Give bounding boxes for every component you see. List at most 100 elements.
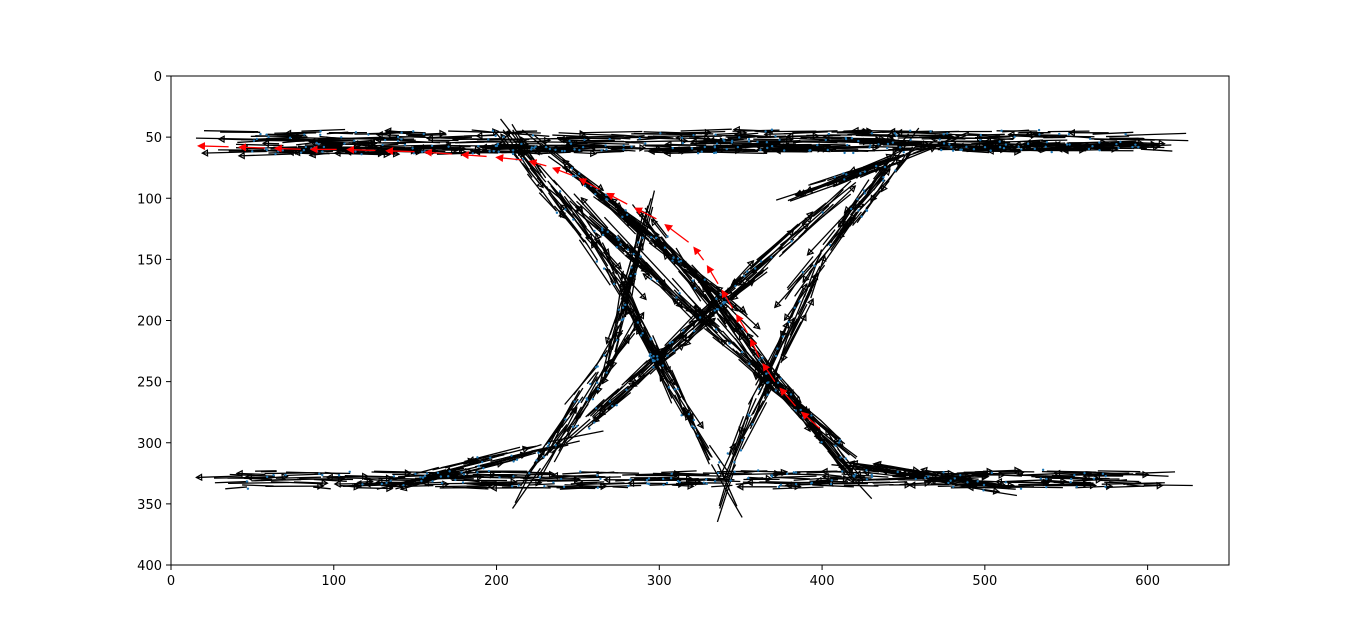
quiver-arrow	[660, 368, 694, 420]
sample-point	[608, 137, 611, 141]
sample-point	[488, 456, 492, 459]
sample-point	[1101, 472, 1105, 476]
quiver-arrow	[500, 482, 542, 484]
quiver-arrowhead	[815, 430, 823, 439]
arrow-band-cross-down	[548, 188, 858, 460]
highlight-arrow	[634, 207, 657, 220]
quiver-arrow	[985, 486, 1016, 490]
quiver-arrow	[702, 472, 753, 475]
sample-point	[487, 469, 491, 473]
quiver-arrow	[1120, 141, 1165, 145]
quiver-arrow	[852, 209, 866, 226]
sample-point	[1104, 474, 1107, 478]
quiver-arrow	[785, 298, 814, 355]
quiver-arrow	[891, 139, 946, 143]
quiver-arrow	[482, 456, 518, 468]
sample-point	[948, 143, 951, 146]
sample-point	[672, 256, 675, 259]
sample-point	[555, 211, 559, 214]
quiver-arrow	[990, 473, 1022, 477]
quiver-arrow	[738, 269, 755, 286]
quiver-arrowhead	[325, 473, 333, 482]
x-tick-label: 500	[972, 574, 997, 589]
quiver-arrow	[775, 330, 784, 348]
sample-point	[430, 144, 434, 148]
sample-point	[830, 479, 833, 482]
quiver-arrowhead	[474, 145, 482, 154]
sample-point	[641, 236, 644, 240]
sample-point	[857, 139, 860, 143]
sample-point	[267, 135, 270, 139]
sample-point	[400, 131, 403, 134]
quiver-arrow	[1070, 476, 1093, 480]
quiver-arrow	[784, 272, 804, 300]
quiver-arrowhead	[732, 324, 740, 333]
sample-point	[471, 152, 475, 155]
sample-point	[412, 152, 416, 155]
sample-point	[813, 264, 816, 268]
quiver-arrow	[1135, 471, 1176, 475]
sample-point	[511, 149, 515, 152]
quiver-arrowhead	[795, 189, 804, 198]
quiver-arrowhead	[807, 297, 814, 306]
quiver-arrow	[809, 480, 848, 483]
quiver-arrow	[315, 139, 354, 142]
sample-point	[718, 461, 721, 464]
sample-point	[959, 474, 962, 477]
quiver-arrow	[896, 135, 919, 139]
quiver-arrow	[660, 242, 674, 254]
quiver-arrow	[432, 459, 478, 471]
sample-point	[1104, 485, 1107, 489]
sample-point	[859, 172, 862, 175]
quiver-arrow	[1097, 470, 1141, 473]
sample-point	[265, 133, 268, 136]
sample-point	[883, 165, 887, 169]
sample-point	[756, 140, 759, 144]
sample-point	[809, 148, 812, 152]
quiver-arrow	[716, 470, 768, 473]
quiver-arrow	[660, 248, 693, 279]
quiver-arrow	[559, 486, 599, 490]
quiver-arrow	[989, 140, 1041, 143]
quiver-arrow	[695, 434, 711, 461]
sample-point	[820, 440, 823, 444]
quiver-arrow	[828, 474, 842, 478]
sample-point	[517, 484, 520, 487]
quiver-arrowhead	[589, 149, 598, 158]
quiver-arrow	[798, 203, 834, 238]
quiver-arrow	[895, 153, 911, 173]
sample-point	[396, 139, 400, 143]
sample-point	[754, 267, 757, 270]
quiver-arrow	[725, 448, 738, 482]
quiver-arrow	[348, 139, 372, 143]
quiver-arrow	[956, 470, 993, 474]
quiver-arrowhead	[632, 313, 640, 322]
y-tick-label: 300	[137, 437, 162, 452]
quiver-arrow	[680, 395, 704, 429]
sample-point	[354, 131, 358, 134]
quiver-arrow	[566, 406, 583, 433]
highlight-arrow	[528, 159, 547, 167]
sample-point	[608, 400, 612, 403]
quiver-arrow	[778, 485, 801, 488]
sample-point	[865, 478, 869, 481]
sample-point	[648, 354, 651, 358]
sample-point	[343, 142, 346, 145]
sample-point	[865, 209, 869, 212]
sample-point	[259, 132, 262, 136]
quiver-arrow	[749, 408, 761, 430]
quiver-arrow	[511, 467, 542, 509]
quiver-arrow	[652, 472, 707, 476]
quiver-arrow	[671, 483, 704, 486]
quiver-arrow	[949, 143, 997, 146]
sample-point	[794, 471, 798, 474]
sample-point	[747, 476, 750, 480]
quiver-arrow	[591, 241, 613, 276]
quiver-arrow	[983, 489, 1018, 497]
sample-point	[337, 474, 341, 477]
quiver-arrow	[535, 440, 580, 452]
sample-point	[537, 451, 540, 455]
sample-point	[477, 144, 480, 148]
sample-point	[656, 279, 659, 283]
sample-point	[447, 475, 450, 478]
